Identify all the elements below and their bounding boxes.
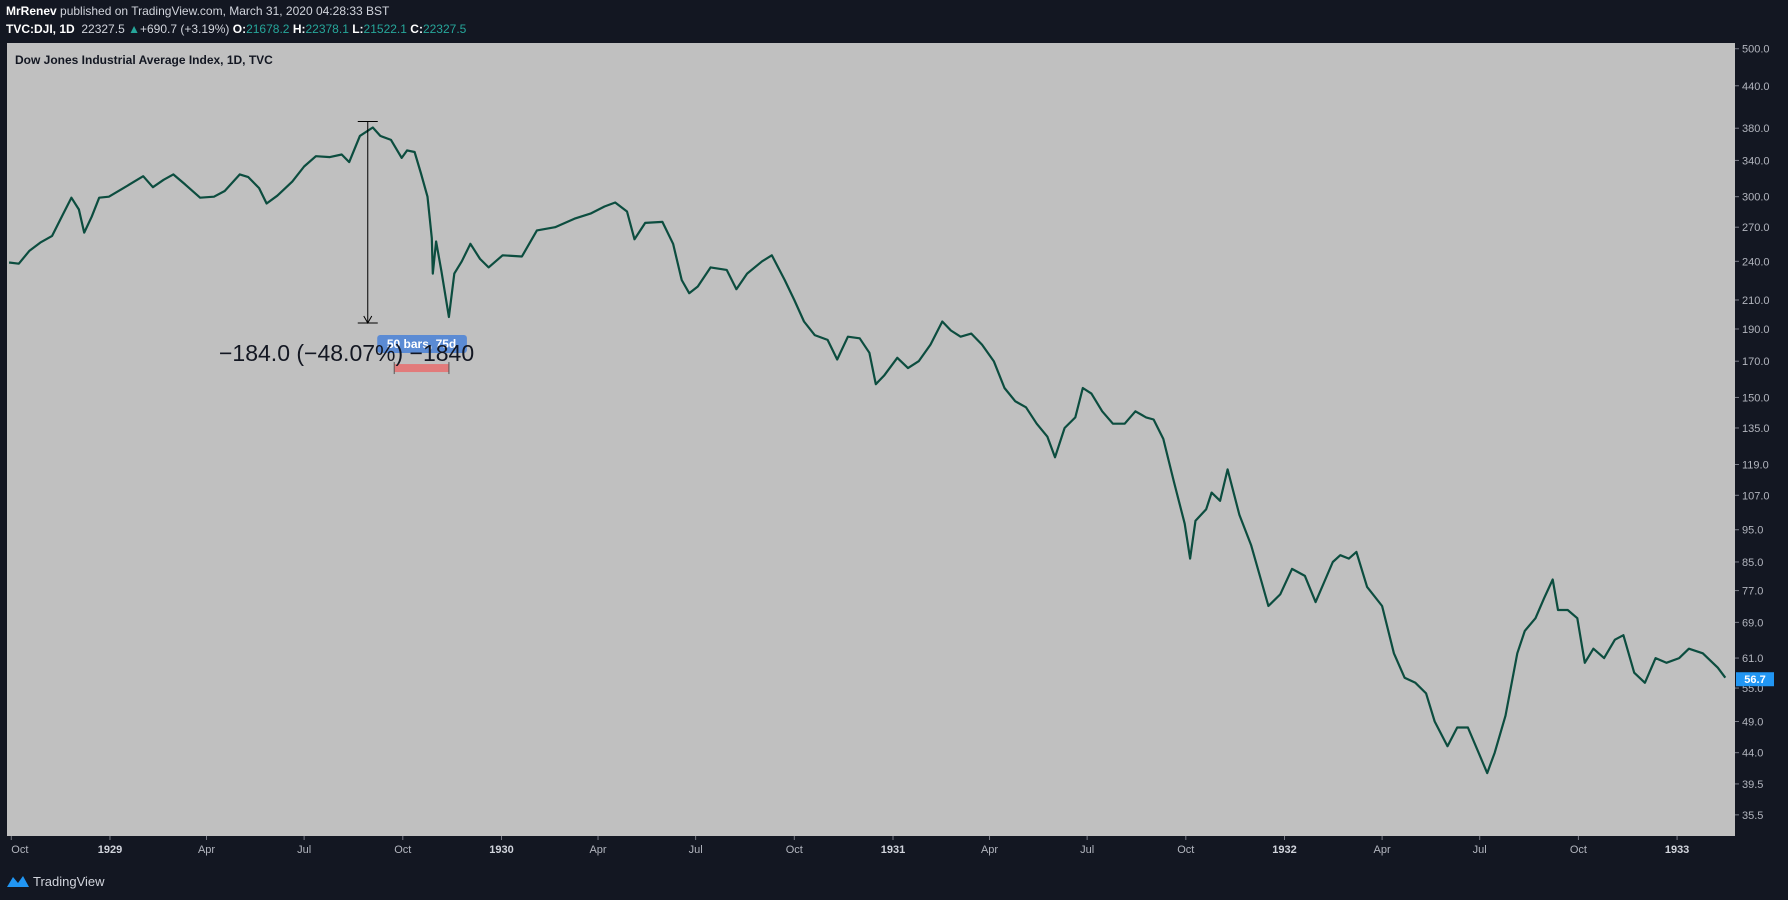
y-tick-label: 77.0 [1742, 586, 1763, 598]
measure-annotation[interactable]: 50 bars, 75d−184.0 (−48.07%) −1840 [219, 120, 474, 375]
y-tick-label: 380.0 [1742, 123, 1770, 135]
series-line-0[interactable] [8, 126, 1727, 775]
x-tick-label: Apr [589, 844, 606, 856]
y-tick-label: 135.0 [1742, 423, 1770, 435]
range-bar[interactable] [394, 364, 449, 373]
y-tick-label: 440.0 [1742, 81, 1770, 93]
x-tick-label: Oct [11, 844, 28, 856]
y-tick-label: 210.0 [1742, 295, 1770, 307]
current-price-badge [1736, 672, 1774, 687]
x-tick-label: Oct [1177, 844, 1194, 856]
publish-info: MrRenev published on TradingView.com, Ma… [6, 4, 389, 18]
x-tick-label: 1933 [1665, 844, 1689, 856]
y-tick-label: 190.0 [1742, 324, 1770, 336]
low-label: L: [352, 22, 364, 36]
y-tick-label: 500.0 [1742, 44, 1770, 56]
x-tick-label: 1930 [489, 844, 513, 856]
x-tick-label: Oct [394, 844, 411, 856]
y-tick-label: 340.0 [1742, 155, 1770, 167]
brand-name[interactable]: TradingView [33, 874, 105, 889]
y-tick-label: 35.5 [1742, 810, 1763, 822]
chart-header: MrRenev published on TradingView.com, Ma… [0, 0, 1788, 43]
x-tick-label: 1931 [881, 844, 905, 856]
open-value: 21678.2 [246, 22, 290, 36]
open-label: O: [232, 22, 247, 36]
y-tick-label: 69.0 [1742, 617, 1763, 629]
x-tick-label: Jul [1080, 844, 1094, 856]
measure-text: −184.0 (−48.07%) −1840 [219, 340, 474, 366]
price-change: +690.7 (+3.19%) [139, 22, 230, 36]
y-tick-label: 150.0 [1742, 392, 1770, 404]
last-price: 22327.5 [81, 22, 125, 36]
tradingview-logo-icon[interactable] [6, 873, 30, 889]
x-tick-label: Apr [1374, 844, 1391, 856]
y-tick-label: 85.0 [1742, 557, 1763, 569]
y-tick-label: 240.0 [1742, 256, 1770, 268]
x-tick-label: Oct [786, 844, 803, 856]
y-tick-label: 49.0 [1742, 717, 1763, 729]
x-axis-panel[interactable] [7, 836, 1781, 863]
range-label: 50 bars, 75d [387, 337, 456, 351]
x-tick-label: 1932 [1272, 844, 1296, 856]
plot-background[interactable] [7, 43, 1735, 836]
y-axis-panel[interactable] [1735, 43, 1781, 836]
published-text: published on TradingView.com, March 31, … [56, 4, 390, 18]
x-tick-label: Apr [198, 844, 215, 856]
up-arrow-icon: ▲ [128, 22, 140, 36]
symbol-name[interactable]: TVC:DJI, 1D [6, 22, 75, 36]
y-tick-label: 95.0 [1742, 525, 1763, 537]
close-label: C: [410, 22, 423, 36]
y-tick-label: 44.0 [1742, 748, 1763, 760]
y-tick-label: 119.0 [1742, 460, 1769, 472]
footer: TradingView [0, 863, 1788, 900]
x-axis[interactable]: Oct 1929 Apr Jul Oct 1930 Apr Jul Oct 1931 Apr Jul O… [7, 836, 1781, 863]
x-tick-label: Oct [1570, 844, 1587, 856]
current-price-label: 56.7 [1744, 674, 1765, 686]
x-tick-label: Jul [1473, 844, 1487, 856]
x-tick-label: Apr [981, 844, 998, 856]
y-tick-label: 61.0 [1742, 653, 1763, 665]
y-axis[interactable]: 35.539.544.049.055.061.069.077.085.095.0… [1735, 43, 1781, 836]
y-tick-label: 39.5 [1742, 779, 1763, 791]
series-layer [8, 126, 1727, 775]
chart-area[interactable]: Dow Jones Industrial Average Index, 1D, … [7, 43, 1781, 863]
price-chart[interactable]: Dow Jones Industrial Average Index, 1D, … [7, 43, 1781, 863]
y-tick-label: 270.0 [1742, 222, 1770, 234]
x-tick-label: Jul [297, 844, 311, 856]
range-label-box [377, 335, 467, 354]
y-tick-label: 107.0 [1742, 490, 1770, 502]
x-tick-label: 1929 [98, 844, 122, 856]
measure-arrow-icon [363, 315, 373, 325]
high-value: 22378.1 [305, 22, 349, 36]
low-value: 21522.1 [363, 22, 407, 36]
chart-title: Dow Jones Industrial Average Index, 1D, … [15, 53, 273, 67]
symbol-info: TVC:DJI, 1D 22327.5 ▲+690.7 (+3.19%) O:2… [6, 22, 466, 36]
close-value: 22327.5 [422, 22, 467, 36]
y-tick-label: 170.0 [1742, 356, 1770, 368]
author-name[interactable]: MrRenev [6, 4, 57, 18]
x-tick-label: Jul [689, 844, 703, 856]
y-tick-label: 300.0 [1742, 192, 1770, 204]
high-label: H: [292, 22, 306, 36]
